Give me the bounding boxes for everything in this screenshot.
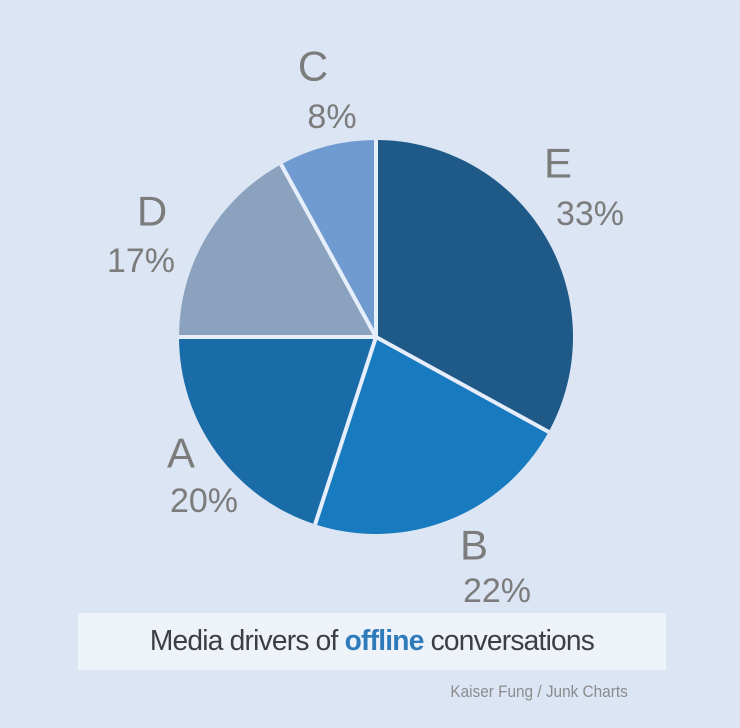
credit-text: Kaiser Fung / Junk Charts <box>450 683 628 701</box>
pie-slice-C <box>281 140 376 337</box>
chart-title: Media drivers of offline conversations <box>149 625 595 658</box>
slice-label-C: C <box>298 43 328 90</box>
slice-separator <box>375 335 550 434</box>
slice-label-A: A <box>167 430 195 477</box>
pie-slice-A <box>178 337 376 525</box>
title-prefix: Media drivers of <box>149 625 338 657</box>
slice-percent-D: 17% <box>107 242 175 280</box>
pie-slice-E <box>376 140 574 432</box>
pie-slice-B <box>315 337 549 535</box>
slice-label-D: D <box>137 188 167 235</box>
slice-percent-C: 8% <box>307 98 356 136</box>
pie-slice-D <box>179 164 376 337</box>
slice-separator <box>313 336 378 525</box>
slice-percent-A: 20% <box>170 482 238 520</box>
title-highlight: offline <box>344 625 425 657</box>
title-suffix: conversations <box>430 625 595 657</box>
slice-percent-B: 22% <box>463 572 531 610</box>
chart-title-strip: Media drivers of offline conversations <box>78 613 666 670</box>
slice-label-E: E <box>544 140 572 187</box>
slice-separator <box>279 163 378 338</box>
slice-percent-E: 33% <box>556 195 624 233</box>
slice-label-B: B <box>460 522 488 569</box>
